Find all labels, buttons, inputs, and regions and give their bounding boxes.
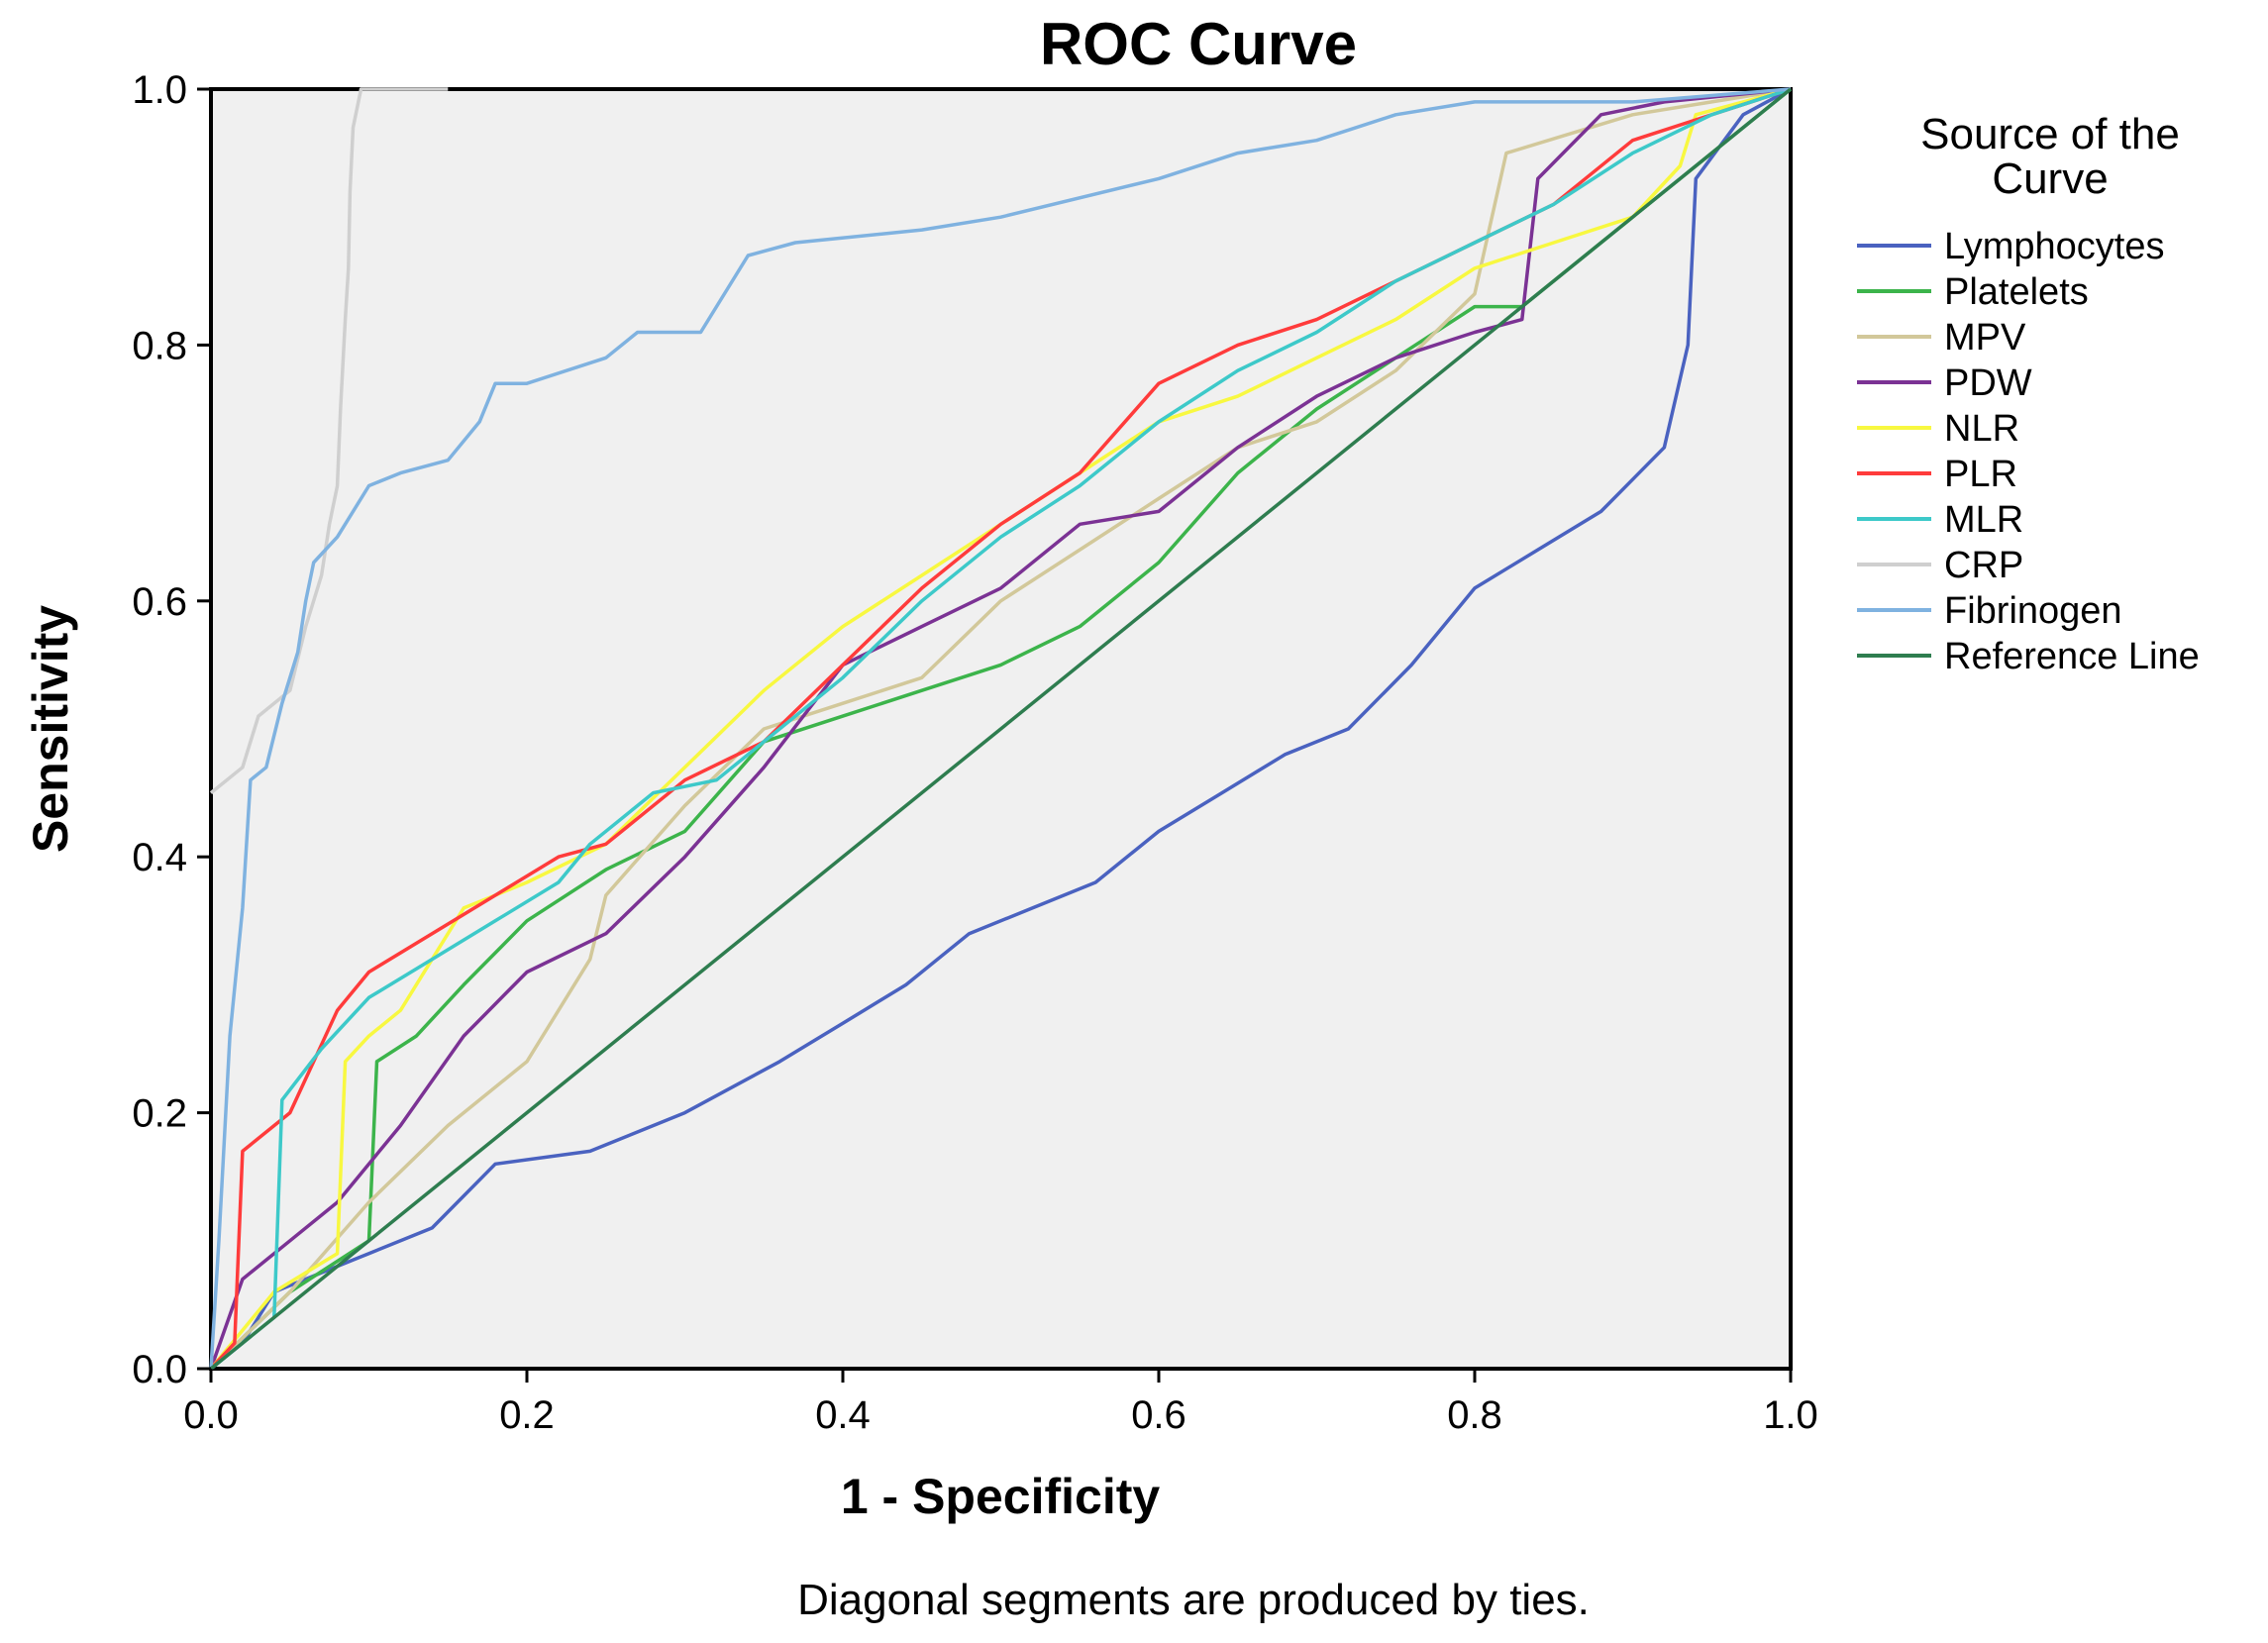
y-tick-label: 0.8 [132, 324, 187, 367]
legend-item: Platelets [1857, 271, 2089, 313]
legend-title-line-2: Curve [1992, 154, 2108, 203]
series-lymphocytes [209, 87, 1792, 1371]
legend-label: Reference Line [1944, 636, 2200, 677]
series-reference-line [209, 87, 1793, 1371]
legend-label: PDW [1944, 362, 2032, 404]
legend-title-line-1: Source of the [1920, 110, 2180, 158]
legend: Source of the Curve LymphocytesPlatelets… [1857, 110, 2200, 677]
series-crp [209, 87, 449, 794]
y-tick-label: 0.6 [132, 580, 187, 624]
legend-item: CRP [1857, 545, 2023, 586]
legend-label: Lymphocytes [1944, 226, 2164, 267]
legend-item: NLR [1857, 408, 2019, 450]
y-tick-label: 0.4 [132, 836, 187, 879]
x-tick-label: 0.6 [1131, 1393, 1186, 1437]
legend-item: PDW [1857, 362, 2032, 404]
legend-item: MPV [1857, 317, 2026, 359]
legend-item: Lymphocytes [1857, 226, 2164, 267]
legend-item: PLR [1857, 454, 2017, 495]
legend-item: Fibrinogen [1857, 590, 2122, 632]
chart-title: ROC Curve [1040, 11, 1357, 77]
series-mlr [209, 87, 1792, 1371]
x-tick-label: 0.2 [499, 1393, 555, 1437]
y-tick-label: 1.0 [132, 68, 187, 112]
footnote: Diagonal segments are produced by ties. [797, 1576, 1590, 1624]
series-pdw [209, 87, 1792, 1370]
y-axis-title: Sensitivity [23, 605, 78, 853]
series-layer [209, 87, 1793, 1371]
legend-label: CRP [1944, 545, 2023, 586]
x-tick-label: 0.4 [815, 1393, 871, 1437]
legend-label: NLR [1944, 408, 2019, 450]
legend-label: PLR [1944, 454, 2017, 495]
x-axis-title: 1 - Specificity [841, 1469, 1161, 1524]
legend-label: MLR [1944, 499, 2023, 541]
x-tick-label: 0.0 [183, 1393, 239, 1437]
legend-label: Fibrinogen [1944, 590, 2122, 632]
legend-item: Reference Line [1857, 636, 2200, 677]
legend-items: LymphocytesPlateletsMPVPDWNLRPLRMLRCRPFi… [1857, 226, 2200, 677]
x-tick-label: 0.8 [1447, 1393, 1502, 1437]
y-tick-label: 0.0 [132, 1348, 187, 1391]
x-tick-label: 1.0 [1763, 1393, 1818, 1437]
legend-label: MPV [1944, 317, 2026, 359]
y-tick-label: 0.2 [132, 1092, 187, 1136]
legend-label: Platelets [1944, 271, 2089, 313]
legend-item: MLR [1857, 499, 2023, 541]
series-mpv [209, 87, 1792, 1371]
ticks-layer: 0.0 0.2 0.4 0.6 0.8 1.0 0.0 0.2 0.4 0.6 0.8 1.0 [132, 68, 1817, 1437]
series-nlr [209, 87, 1792, 1371]
series-fibrinogen [209, 87, 1792, 1370]
